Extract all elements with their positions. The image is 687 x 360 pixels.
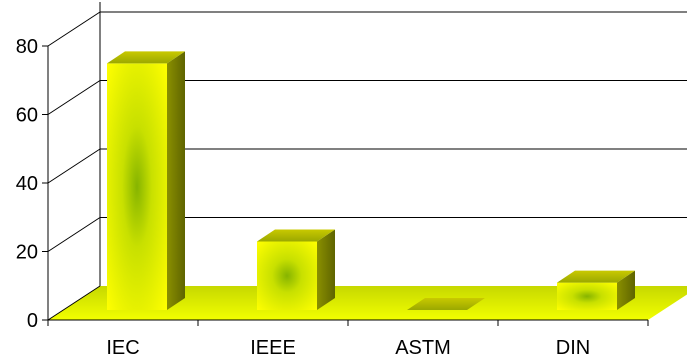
bar-front bbox=[107, 63, 167, 311]
bar-iec bbox=[107, 51, 185, 311]
x-category-label: DIN bbox=[556, 337, 590, 359]
y-tick-label: 80 bbox=[16, 36, 38, 58]
y-tick-label: 40 bbox=[16, 173, 38, 195]
y-tick-label: 20 bbox=[16, 242, 38, 264]
bar-side bbox=[617, 270, 635, 310]
grid-connector bbox=[47, 11, 101, 47]
grid-connector bbox=[47, 217, 101, 252]
bar-top bbox=[407, 298, 485, 310]
grid-connector bbox=[47, 285, 101, 321]
grid-connector bbox=[47, 148, 101, 184]
bar-din bbox=[557, 270, 635, 310]
x-category-label: IEC bbox=[106, 337, 139, 359]
bar-front bbox=[557, 282, 617, 310]
y-tick-label: 0 bbox=[27, 310, 38, 332]
bar-top bbox=[557, 270, 635, 283]
bar-top bbox=[257, 229, 335, 242]
y-tick-label: 60 bbox=[16, 105, 38, 127]
x-category-label: ASTM bbox=[395, 337, 451, 359]
bar-front bbox=[257, 241, 317, 310]
axes bbox=[42, 2, 687, 326]
bars bbox=[107, 51, 635, 311]
bar-side bbox=[317, 229, 335, 310]
grid-connector bbox=[47, 80, 101, 115]
bar-side bbox=[167, 51, 185, 311]
bar-top bbox=[107, 51, 185, 64]
x-category-label: IEEE bbox=[250, 337, 296, 359]
bar-ieee bbox=[257, 229, 335, 310]
labels: 0 20 40 60 80 IEC IEEE ASTM DIN bbox=[16, 36, 590, 359]
bar-astm bbox=[407, 298, 485, 310]
chart-floor bbox=[48, 286, 687, 320]
